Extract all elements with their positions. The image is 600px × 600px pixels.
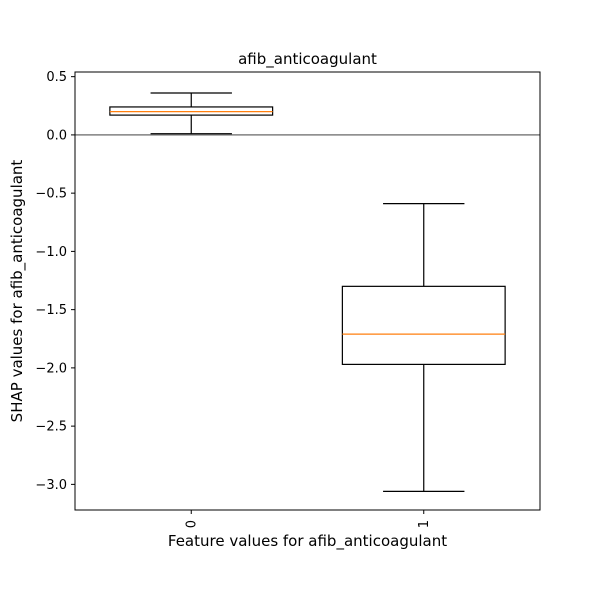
- y-tick-label: −1.0: [35, 245, 67, 260]
- x-tick-label: 1: [417, 520, 432, 528]
- chart-title: afib_anticoagulant: [238, 50, 377, 69]
- y-tick-label: 0.5: [46, 70, 67, 85]
- box-iqr: [341, 285, 506, 365]
- y-tick-label: 0.0: [46, 128, 67, 143]
- y-tick-label: −2.5: [35, 420, 67, 435]
- y-axis-label: SHAP values for afib_anticoagulant: [8, 160, 27, 423]
- y-tick-label: −3.0: [35, 478, 67, 493]
- x-axis-label: Feature values for afib_anticoagulant: [168, 532, 447, 551]
- y-tick-label: −0.5: [35, 187, 67, 202]
- plot-area: 0.5 0.0 −0.5 −1.0 −1.5 −2.0 −2.5 −3.0 0 1: [35, 70, 541, 528]
- x-tick-label: 0: [184, 520, 199, 528]
- y-tick-label: −2.0: [35, 361, 67, 376]
- plot-frame: [74, 71, 541, 511]
- y-tick-label: −1.5: [35, 303, 67, 318]
